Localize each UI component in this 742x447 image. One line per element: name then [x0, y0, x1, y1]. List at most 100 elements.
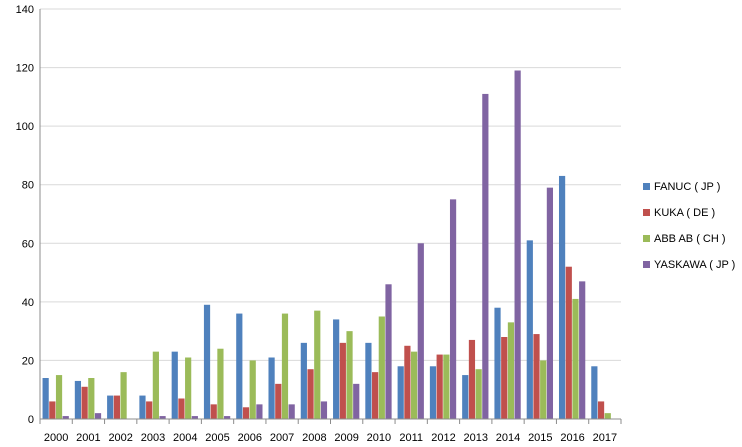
- y-tick-label: 20: [22, 355, 34, 367]
- y-tick-label: 100: [16, 121, 34, 133]
- bar-kuka-2001: [81, 386, 88, 419]
- bar-abb-2017: [604, 413, 611, 419]
- bar-kuka-2006: [242, 407, 250, 419]
- bar-kuka-2016: [565, 266, 572, 419]
- x-tick-label: 2008: [302, 432, 326, 444]
- x-tick-label: 2005: [205, 432, 229, 444]
- bar-kuka-2012: [436, 354, 443, 419]
- bar-fanuc-2014: [494, 307, 501, 419]
- bar-kuka-2009: [339, 342, 346, 419]
- bar-yaskawa-2010: [385, 284, 392, 419]
- bar-fanuc-2017: [591, 366, 598, 419]
- y-tick-label: 120: [16, 63, 34, 75]
- x-tick-label: 2017: [593, 432, 617, 444]
- bar-yaskawa-2014: [514, 70, 521, 419]
- bar-kuka-2007: [275, 383, 282, 419]
- legend: FANUC ( JP ) KUKA ( DE ) ABB AB ( CH ) YASK…: [643, 181, 735, 271]
- bar-kuka-2005: [210, 404, 217, 419]
- legend-swatch: [643, 235, 650, 242]
- bar-abb-2009: [346, 331, 353, 419]
- bar-fanuc-2003: [139, 395, 146, 419]
- bar-abb-2013: [475, 369, 482, 419]
- bar-yaskawa-2001: [94, 413, 102, 419]
- bar-fanuc-2002: [107, 395, 114, 419]
- bar-fanuc-2013: [462, 375, 469, 419]
- bar-fanuc-2004: [171, 351, 178, 419]
- bar-kuka-2010: [372, 372, 379, 419]
- gridlines: [40, 8, 621, 361]
- bar-yaskawa-2004: [191, 416, 198, 419]
- x-tick-label: 2000: [44, 432, 68, 444]
- bar-yaskawa-2003: [159, 416, 166, 419]
- bar-kuka-2008: [307, 369, 314, 419]
- bar-abb-2008: [314, 310, 321, 419]
- bar-abb-2012: [443, 354, 450, 419]
- x-tick-label: 2010: [367, 432, 391, 444]
- x-tick-label: 2013: [464, 432, 488, 444]
- legend-label: ABB AB ( CH ): [654, 233, 726, 245]
- bar-kuka-2002: [113, 395, 120, 419]
- y-tick-label: 40: [22, 297, 34, 309]
- bar-fanuc-2005: [203, 304, 211, 419]
- bar-abb-2000: [55, 375, 63, 419]
- y-tick-label: 60: [22, 238, 34, 250]
- bar-kuka-2003: [146, 401, 153, 419]
- bar-kuka-2004: [178, 398, 185, 419]
- x-tick-label: 2003: [141, 432, 165, 444]
- x-tick-label: 2007: [270, 432, 294, 444]
- legend-swatch: [643, 183, 650, 190]
- x-tick-label: 2016: [560, 432, 584, 444]
- bar-abb-2010: [378, 316, 385, 419]
- bar-abb-2004: [185, 357, 192, 419]
- bar-fanuc-2012: [429, 366, 437, 419]
- legend-swatch: [643, 209, 650, 216]
- bar-yaskawa-2007: [288, 404, 295, 419]
- bar-fanuc-2008: [300, 342, 307, 419]
- bar-fanuc-2009: [333, 319, 340, 419]
- bar-yaskawa-2008: [320, 401, 328, 419]
- axes: [39, 9, 622, 424]
- bar-fanuc-2006: [236, 313, 243, 419]
- x-tick-label: 2004: [173, 432, 197, 444]
- bar-abb-2002: [120, 372, 127, 419]
- legend-label: YASKAWA ( JP ): [654, 259, 735, 271]
- x-tick-label: 2015: [528, 432, 552, 444]
- bar-abb-2006: [249, 360, 256, 419]
- bar-fanuc-2001: [74, 380, 82, 419]
- bar-abb-2003: [152, 351, 159, 419]
- bar-abb-2001: [88, 378, 95, 419]
- bar-yaskawa-2011: [417, 243, 424, 419]
- bar-abb-2005: [217, 348, 224, 419]
- bar-fanuc-2010: [365, 342, 372, 419]
- legend-label: KUKA ( DE ): [654, 207, 715, 219]
- x-tick-labels: 2000 2001 2002 2003 2004 2005 2006 2007 2008 2009…: [44, 432, 617, 444]
- y-tick-label: 80: [22, 180, 34, 192]
- bar-yaskawa-2016: [579, 281, 586, 419]
- x-tick-label: 2011: [399, 432, 423, 444]
- bar-yaskawa-2013: [482, 93, 489, 419]
- bar-kuka-2015: [533, 334, 540, 419]
- x-tick-label: 2006: [238, 432, 262, 444]
- y-tick-label: 0: [28, 414, 34, 426]
- bar-abb-2007: [281, 313, 289, 419]
- x-tick-label: 2001: [76, 432, 100, 444]
- bar-fanuc-2000: [42, 378, 49, 419]
- bar-kuka-2017: [597, 401, 605, 419]
- x-tick-label: 2014: [496, 432, 520, 444]
- bar-fanuc-2016: [558, 175, 566, 419]
- x-tick-label: 2009: [334, 432, 358, 444]
- bar-abb-2016: [572, 298, 579, 419]
- legend-swatch: [643, 261, 650, 268]
- x-tick-label: 2012: [431, 432, 455, 444]
- bar-fanuc-2007: [268, 357, 275, 419]
- legend-label: FANUC ( JP ): [654, 181, 720, 193]
- bar-kuka-2011: [404, 345, 411, 419]
- bars: [42, 70, 611, 419]
- bar-yaskawa-2009: [353, 383, 360, 419]
- y-tick-label: 140: [16, 4, 34, 16]
- x-tick-label: 2002: [108, 432, 132, 444]
- bar-kuka-2014: [501, 337, 508, 419]
- bar-yaskawa-2006: [256, 404, 263, 419]
- y-tick-labels: 0 20 40 60 80 100 120 140: [16, 4, 34, 426]
